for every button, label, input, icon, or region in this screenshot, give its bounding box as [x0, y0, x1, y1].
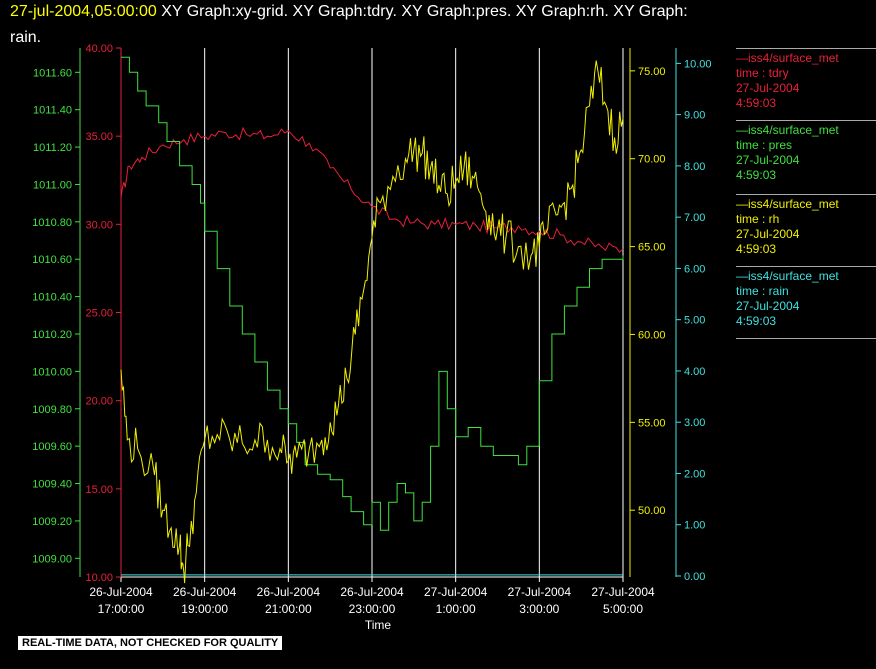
- title-line-2: rain.: [10, 29, 41, 47]
- y-tick-label-rain: 9.00: [684, 110, 705, 122]
- y-tick-label-rain: 10.00: [684, 58, 712, 70]
- y-tick-label-rain: 8.00: [684, 161, 705, 173]
- y-tick-label-pres: 1009.60: [32, 441, 72, 453]
- legend-entry: —iss4/surface_met time : rh 27-Jul-2004 4:5…: [736, 194, 876, 257]
- y-tick-label-pres: 1009.00: [32, 553, 72, 565]
- y-tick-label-rain: 4.00: [684, 366, 705, 378]
- x-tick-label-time: 17:00:00: [98, 602, 145, 616]
- y-tick-label-rh: 70.00: [638, 154, 666, 166]
- legend-time: 4:59:03: [736, 314, 777, 328]
- legend-entry: —iss4/surface_met time : tdry 27-Jul-2004 4…: [736, 48, 876, 111]
- legend-time: 4:59:03: [736, 168, 777, 182]
- legend-separator: [736, 194, 876, 195]
- x-tick-label-date: 26-Jul-2004: [340, 585, 404, 599]
- x-tick-label-date: 27-Jul-2004: [508, 585, 572, 599]
- y-tick-label-rh: 55.00: [638, 417, 666, 429]
- legend-field: time : rain: [736, 284, 789, 298]
- legend-date: 27-Jul-2004: [736, 81, 800, 95]
- legend-source: —iss4/surface_met: [736, 197, 839, 211]
- legend-source: —iss4/surface_met: [736, 123, 839, 137]
- x-tick-label-date: 26-Jul-2004: [89, 585, 153, 599]
- y-tick-label-tdry: 20.00: [85, 396, 113, 408]
- y-tick-label-rain: 5.00: [684, 315, 705, 327]
- legend-time: 4:59:03: [736, 96, 777, 110]
- y-tick-label-pres: 1010.00: [32, 366, 72, 378]
- y-tick-label-rh: 65.00: [638, 242, 666, 254]
- legend-field: time : rh: [736, 212, 780, 226]
- y-tick-label-tdry: 10.00: [85, 572, 113, 584]
- y-tick-label-pres: 1011.60: [33, 67, 72, 79]
- y-tick-label-rh: 75.00: [638, 66, 666, 78]
- legend-field: time : pres: [736, 138, 793, 152]
- y-tick-label-rain: 1.00: [684, 520, 705, 532]
- y-tick-label-pres: 1010.80: [32, 217, 72, 229]
- series-line-rh: [120, 60, 624, 584]
- y-tick-label-pres: 1009.80: [32, 404, 72, 416]
- x-tick-label-time: 19:00:00: [181, 602, 228, 616]
- y-tick-label-rain: 7.00: [684, 212, 705, 224]
- legend-entry: —iss4/surface_met time : pres 27-Jul-2004 4…: [736, 120, 876, 183]
- series-line-tdry: [120, 126, 624, 253]
- legend-source: —iss4/surface_met: [736, 269, 839, 283]
- quality-notice: REAL-TIME DATA, NOT CHECKED FOR QUALITY: [18, 636, 283, 650]
- x-axis-label: Time: [365, 618, 392, 632]
- y-tick-label-rain: 6.00: [684, 263, 705, 275]
- x-tick-label-date: 27-Jul-2004: [424, 585, 488, 599]
- y-tick-label-pres: 1009.40: [32, 479, 72, 491]
- legend-source: —iss4/surface_met: [736, 51, 839, 65]
- x-tick-label-time: 3:00:00: [519, 602, 559, 616]
- y-tick-label-tdry: 30.00: [85, 219, 113, 231]
- x-tick-label-date: 26-Jul-2004: [257, 585, 321, 599]
- y-tick-label-pres: 1011.00: [33, 179, 72, 191]
- y-tick-label-tdry: 15.00: [85, 484, 113, 496]
- title-text: XY Graph:xy-grid. XY Graph:tdry. XY Grap…: [156, 3, 688, 20]
- y-tick-label-rain: 2.00: [684, 468, 705, 480]
- y-tick-label-rh: 50.00: [638, 505, 666, 517]
- legend-bottom-separator: [736, 338, 876, 341]
- y-tick-label-rain: 0.00: [684, 571, 705, 583]
- legend-date: 27-Jul-2004: [736, 227, 800, 241]
- series-line-pres: [121, 56, 624, 531]
- timestamp: 27-jul-2004,05:00:00: [10, 3, 157, 20]
- x-tick-label-time: 5:00:00: [603, 602, 643, 616]
- y-tick-label-pres: 1010.60: [32, 254, 72, 266]
- title-line-1: 27-jul-2004,05:00:00 XY Graph:xy-grid. X…: [10, 3, 688, 21]
- y-tick-label-pres: 1009.20: [32, 516, 72, 528]
- y-tick-label-tdry: 35.00: [85, 131, 113, 143]
- legend-field: time : tdry: [736, 66, 789, 80]
- y-tick-label-tdry: 40.00: [85, 43, 113, 55]
- legend-separator: [736, 120, 876, 121]
- y-tick-label-pres: 1011.20: [33, 142, 72, 154]
- x-tick-label-date: 27-Jul-2004: [591, 585, 655, 599]
- x-tick-label-time: 1:00:00: [436, 602, 476, 616]
- legend-separator: [736, 266, 876, 267]
- y-tick-label-pres: 1010.20: [32, 329, 72, 341]
- legend-time: 4:59:03: [736, 242, 777, 256]
- y-tick-label-rh: 60.00: [638, 329, 666, 341]
- y-tick-label-rain: 3.00: [684, 417, 705, 429]
- legend-entry: —iss4/surface_met time : rain 27-Jul-2004 4…: [736, 266, 876, 329]
- y-tick-label-pres: 1010.40: [32, 292, 72, 304]
- x-tick-label-time: 23:00:00: [349, 602, 396, 616]
- y-tick-label-tdry: 25.00: [85, 308, 113, 320]
- x-tick-label-time: 21:00:00: [265, 602, 312, 616]
- legend-separator: [736, 48, 876, 49]
- x-tick-label-date: 26-Jul-2004: [173, 585, 237, 599]
- legend-date: 27-Jul-2004: [736, 299, 800, 313]
- title-text-continued: rain.: [10, 29, 42, 46]
- y-tick-label-pres: 1011.40: [33, 105, 72, 117]
- legend-date: 27-Jul-2004: [736, 153, 800, 167]
